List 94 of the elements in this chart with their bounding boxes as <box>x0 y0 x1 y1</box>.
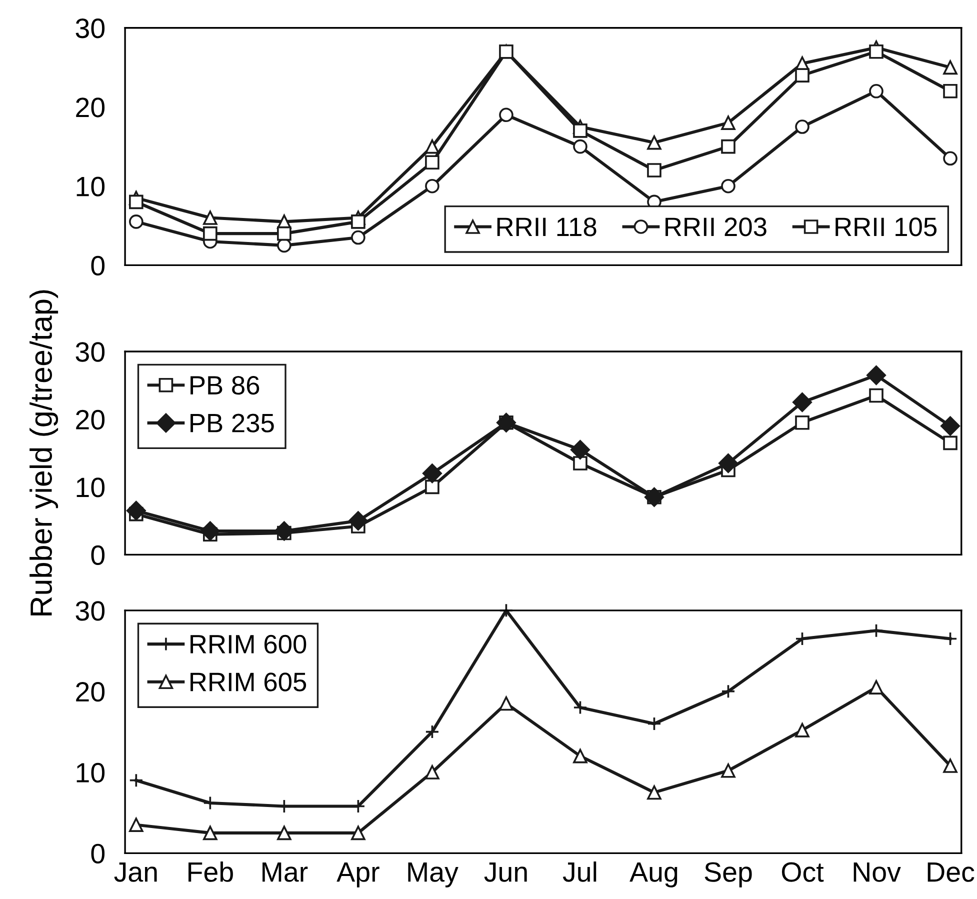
point <box>647 785 662 800</box>
point <box>203 210 218 225</box>
point <box>869 44 884 59</box>
point <box>425 155 440 170</box>
y-tick-label: 30 <box>76 601 105 621</box>
point <box>573 139 588 154</box>
point <box>129 773 144 788</box>
legend-label: RRII 203 <box>666 218 766 236</box>
point <box>795 723 810 738</box>
x-tick-label: Aug <box>630 862 678 888</box>
point <box>351 826 366 840</box>
point <box>795 120 810 134</box>
x-tick-label: May <box>408 862 458 888</box>
point <box>721 763 736 778</box>
point <box>647 163 662 178</box>
x-tick-label: Jan <box>114 862 157 882</box>
point <box>499 696 514 711</box>
point <box>644 487 664 507</box>
point <box>570 440 590 460</box>
x-tick-label: Oct <box>782 862 824 882</box>
point <box>203 226 218 241</box>
point <box>573 124 588 138</box>
legend-label: RRIM 605 <box>190 672 306 692</box>
point <box>425 480 440 494</box>
point <box>940 416 960 436</box>
y-tick-label: 30 <box>76 18 105 38</box>
point <box>274 521 294 541</box>
point <box>795 632 810 646</box>
point <box>573 456 588 470</box>
point <box>869 84 884 98</box>
point <box>721 139 736 154</box>
legend-label: PB 86 <box>190 376 260 395</box>
y-tick-label: 10 <box>76 478 105 498</box>
point <box>721 178 736 194</box>
y-axis-title: Rubber yield (g/tree/tap) <box>30 290 58 616</box>
point <box>348 511 368 531</box>
x-tick-label: Sep <box>704 862 752 888</box>
point <box>943 436 958 450</box>
y-tick-label: 0 <box>91 545 105 566</box>
y-tick-label: 30 <box>76 342 105 362</box>
point <box>943 758 958 773</box>
point <box>496 412 516 432</box>
point <box>869 680 884 694</box>
y-tick-label: 10 <box>76 762 105 783</box>
point <box>277 226 292 241</box>
point <box>943 151 958 166</box>
point <box>647 716 662 731</box>
point <box>866 365 886 385</box>
x-tick-label: Apr <box>336 862 380 888</box>
point <box>351 230 366 245</box>
point <box>425 139 440 154</box>
y-tick-label: 20 <box>76 410 105 430</box>
point <box>129 194 144 210</box>
point <box>573 748 588 764</box>
point <box>129 818 144 832</box>
point <box>425 724 440 739</box>
point <box>200 521 220 541</box>
y-tick-label: 0 <box>91 256 105 276</box>
point <box>203 826 218 840</box>
point <box>351 214 366 229</box>
x-tick-label: Dec <box>928 862 974 882</box>
point <box>795 415 810 430</box>
point <box>795 68 810 82</box>
point <box>499 108 514 122</box>
point <box>792 392 812 412</box>
x-tick-label: Jun <box>484 862 527 882</box>
y-tick-label: 10 <box>76 176 105 196</box>
point <box>943 632 958 646</box>
x-tick-label: Mar <box>262 862 308 882</box>
y-tick-label: 0 <box>91 844 105 864</box>
point <box>869 388 884 403</box>
legend-label: RRIM 600 <box>190 634 306 654</box>
point <box>277 826 292 840</box>
point <box>943 60 958 75</box>
y-tick-label: 20 <box>76 682 105 702</box>
x-tick-label: Feb <box>188 861 233 882</box>
legend-label: RRII 118 <box>497 218 596 236</box>
point <box>126 500 146 520</box>
y-tick-label: 20 <box>76 98 105 118</box>
point <box>943 84 958 98</box>
point <box>425 178 440 194</box>
point <box>718 454 738 473</box>
point <box>721 116 736 130</box>
point <box>425 765 440 780</box>
point <box>129 214 144 229</box>
x-tick-label: Nov <box>854 862 901 882</box>
legend-label: PB 235 <box>190 414 274 432</box>
point <box>573 700 588 715</box>
point <box>721 684 736 698</box>
point <box>422 464 442 484</box>
legend-label: RRII 105 <box>836 218 937 236</box>
point <box>647 135 662 150</box>
point <box>869 623 884 638</box>
x-tick-label: Jul <box>562 861 596 882</box>
